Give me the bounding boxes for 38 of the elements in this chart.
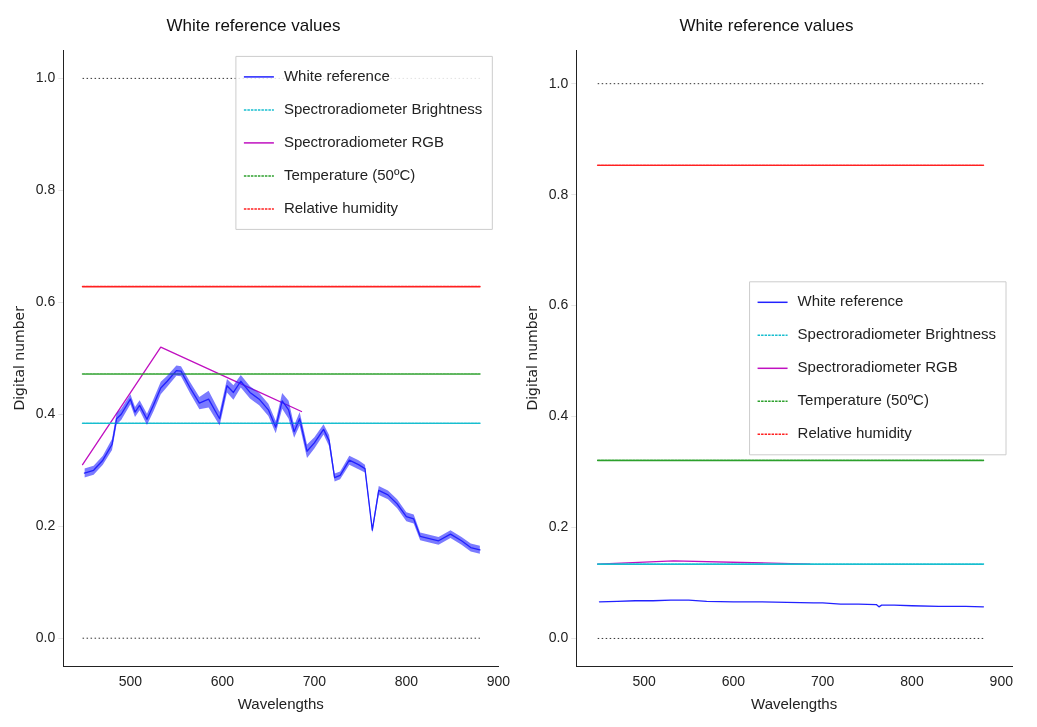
y-tick-label: 1.0 bbox=[548, 74, 569, 91]
y-tick-label: 0.6 bbox=[35, 293, 56, 310]
legend-label: White reference bbox=[283, 67, 390, 85]
y-tick-label: 0.4 bbox=[35, 405, 56, 422]
legend-label: Spectroradiometer Brightness bbox=[797, 325, 997, 343]
y-tick-label: 0.0 bbox=[35, 629, 56, 646]
y-tick-label: 0.2 bbox=[35, 517, 56, 534]
x-tick-label: 900 bbox=[989, 673, 1014, 690]
x-tick-label: 800 bbox=[394, 673, 419, 690]
chart-title: White reference values bbox=[679, 15, 854, 35]
y-tick-label: 1.0 bbox=[35, 69, 56, 86]
legend-label: Spectroradiometer RGB bbox=[797, 358, 958, 376]
x-axis-title: Wavelengths bbox=[751, 695, 838, 713]
y-tick-label: 0.8 bbox=[548, 185, 569, 202]
legend-label: Relative humidity bbox=[797, 424, 913, 442]
chart-title: White reference values bbox=[166, 15, 341, 35]
x-axis-title: Wavelengths bbox=[237, 695, 324, 713]
y-tick-label: 0.8 bbox=[35, 181, 56, 198]
legend-label: White reference bbox=[797, 292, 904, 310]
x-tick-label: 500 bbox=[632, 673, 657, 690]
legend-label: Spectroradiometer RGB bbox=[283, 133, 444, 151]
legend-label: Temperature (50ºC) bbox=[283, 166, 416, 184]
x-tick-label: 900 bbox=[486, 673, 511, 690]
x-tick-label: 700 bbox=[302, 673, 327, 690]
y-axis-title: Digital number bbox=[524, 305, 541, 411]
y-axis-title: Digital number bbox=[11, 305, 28, 411]
legend-label: Temperature (50ºC) bbox=[797, 391, 929, 409]
x-tick-label: 700 bbox=[811, 673, 835, 690]
y-tick-label: 0.4 bbox=[548, 407, 569, 424]
legend-label: Relative humidity bbox=[283, 199, 399, 217]
legend-label: Spectroradiometer Brightness bbox=[283, 100, 483, 118]
x-tick-label: 500 bbox=[118, 673, 143, 690]
y-tick-label: 0.6 bbox=[548, 296, 569, 313]
x-tick-label: 600 bbox=[210, 673, 235, 690]
y-tick-label: 0.0 bbox=[548, 629, 569, 646]
x-tick-label: 600 bbox=[721, 673, 746, 690]
x-tick-label: 800 bbox=[900, 673, 924, 690]
y-tick-label: 0.2 bbox=[548, 518, 569, 535]
